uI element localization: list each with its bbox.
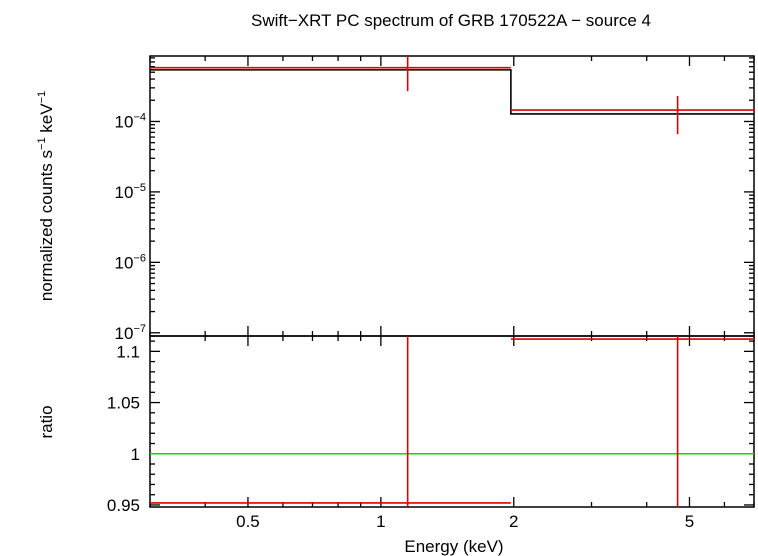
y-tick-label-base: 10 bbox=[115, 112, 134, 131]
top-axis-ticks bbox=[149, 56, 755, 337]
y-tick-label-exponent: −4 bbox=[133, 111, 146, 123]
bottom-panel: 0.95 1 1.05 1.1 bbox=[107, 335, 755, 515]
top-panel: 10−410−510−610−7 bbox=[115, 55, 755, 343]
x-tick-label: 2 bbox=[509, 512, 518, 531]
y-tick-label: 10−5 bbox=[115, 182, 146, 202]
x-axis-label: Energy (keV) bbox=[404, 537, 503, 556]
y-tick-label-exponent: −6 bbox=[133, 252, 146, 264]
top-series bbox=[150, 56, 754, 135]
bottom-panel-frame bbox=[149, 335, 755, 508]
y-tick-label: 10−6 bbox=[115, 252, 146, 272]
y-tick-label-base: 10 bbox=[115, 183, 134, 202]
ylabel-mid: keV bbox=[37, 103, 56, 138]
y-tick-label: 10−7 bbox=[115, 323, 146, 343]
bottom-series bbox=[150, 336, 754, 507]
y-tick-label-exponent: −5 bbox=[133, 182, 146, 194]
bottom-y-axis-label: ratio bbox=[37, 405, 56, 438]
ylabel-sup1: −1 bbox=[36, 137, 48, 150]
y-tick-label: 1 bbox=[131, 445, 140, 464]
model-step-line bbox=[150, 69, 754, 115]
y-tick-label: 1.1 bbox=[116, 342, 140, 361]
top-y-axis-label: normalized counts s−1 keV−1 bbox=[36, 91, 56, 301]
top-panel-frame bbox=[149, 55, 755, 337]
x-tick-label: 0.5 bbox=[236, 512, 260, 531]
y-tick-label: 10−4 bbox=[115, 111, 146, 131]
y-tick-label: 0.95 bbox=[107, 496, 140, 515]
ylabel-prefix: normalized counts s bbox=[37, 150, 56, 301]
y-tick-label-base: 10 bbox=[115, 253, 134, 272]
y-tick-label: 1.05 bbox=[107, 394, 140, 413]
x-tick-label: 1 bbox=[376, 512, 385, 531]
y-tick-label-exponent: −7 bbox=[133, 323, 146, 335]
chart-title: Swift−XRT PC spectrum of GRB 170522A − s… bbox=[251, 11, 651, 30]
bottom-axis-ticks bbox=[149, 336, 755, 507]
x-tick-label: 5 bbox=[685, 512, 694, 531]
y-tick-label-base: 10 bbox=[115, 324, 134, 343]
bottom-y-tick-labels: 0.95 1 1.05 1.1 bbox=[107, 342, 140, 515]
x-tick-labels: 0.5 1 2 5 bbox=[236, 512, 694, 531]
top-y-tick-labels: 10−410−510−610−7 bbox=[115, 111, 146, 342]
ylabel-sup2: −1 bbox=[36, 91, 48, 104]
